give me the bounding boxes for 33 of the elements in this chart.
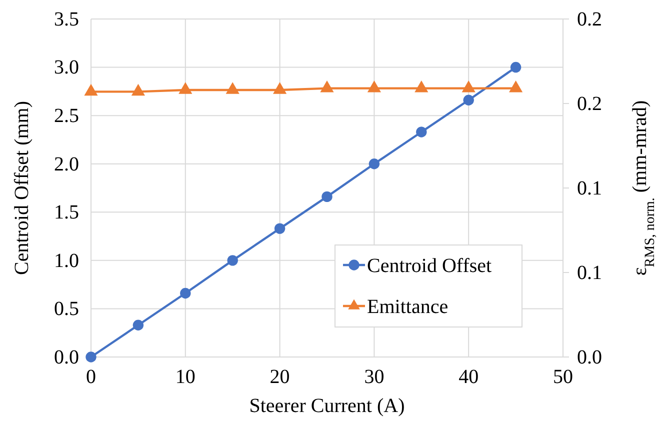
y2-tick-label: 0.1 xyxy=(577,177,602,200)
point xyxy=(463,94,474,106)
y-tick-label: 0.0 xyxy=(54,346,79,368)
y-tick-label: 3.0 xyxy=(54,56,79,79)
y2-tick-label: 0.2 xyxy=(577,8,602,30)
point xyxy=(416,126,427,138)
y2-tick-label: 0.1 xyxy=(577,262,602,284)
point xyxy=(86,352,96,362)
x-tick-label: 0 xyxy=(86,366,96,388)
legend-label: Emittance xyxy=(367,296,448,318)
y-tick-label: 2.5 xyxy=(54,104,79,127)
y-tick-label: 3.5 xyxy=(54,8,79,30)
y2-tick-label: 0.0 xyxy=(577,346,602,368)
x-tick-label: 50 xyxy=(553,366,573,388)
legend-label: Centroid Offset xyxy=(367,255,492,277)
point xyxy=(227,255,238,266)
y-tick-label: 2.0 xyxy=(54,153,79,176)
point xyxy=(132,320,144,330)
x-tick-label: 40 xyxy=(458,366,479,388)
point xyxy=(180,288,191,299)
y-axis-title: Centroid Offset (mm) xyxy=(11,100,33,276)
point xyxy=(274,223,286,234)
y-tick-label: 1.5 xyxy=(54,202,79,224)
point xyxy=(322,191,332,202)
x-axis-title: Steerer Current (A) xyxy=(249,395,405,417)
x-tick-label: 30 xyxy=(364,366,384,388)
y-tick-label: 1.0 xyxy=(54,250,79,272)
y-tick-label: 0.5 xyxy=(54,298,79,320)
point xyxy=(368,158,380,170)
x-tick-label: 10 xyxy=(175,366,196,388)
point xyxy=(510,62,522,73)
y2-tick-label: 0.2 xyxy=(577,92,602,115)
x-tick-label: 20 xyxy=(270,366,290,388)
